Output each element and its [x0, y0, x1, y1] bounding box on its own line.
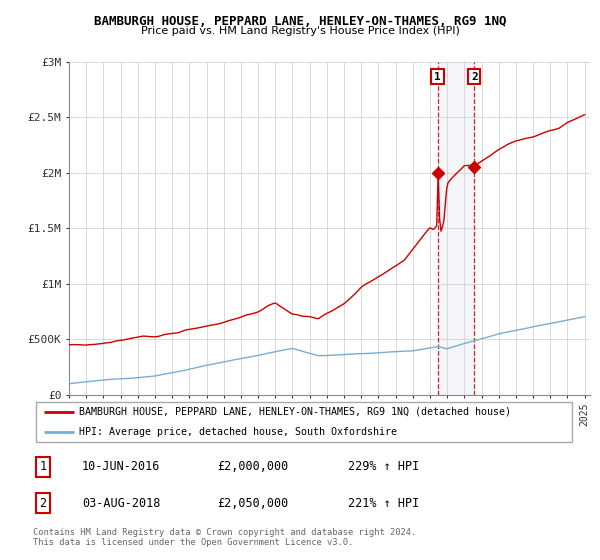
Text: BAMBURGH HOUSE, PEPPARD LANE, HENLEY-ON-THAMES, RG9 1NQ: BAMBURGH HOUSE, PEPPARD LANE, HENLEY-ON-…: [94, 15, 506, 28]
Text: 229% ↑ HPI: 229% ↑ HPI: [348, 460, 419, 473]
Text: £2,000,000: £2,000,000: [218, 460, 289, 473]
Text: 1: 1: [434, 72, 441, 82]
Text: Price paid vs. HM Land Registry's House Price Index (HPI): Price paid vs. HM Land Registry's House …: [140, 26, 460, 36]
Text: 2: 2: [471, 72, 478, 82]
Text: 10-JUN-2016: 10-JUN-2016: [82, 460, 160, 473]
FancyBboxPatch shape: [36, 402, 572, 442]
Text: 1: 1: [39, 460, 46, 473]
Text: 221% ↑ HPI: 221% ↑ HPI: [348, 497, 419, 510]
Text: £2,050,000: £2,050,000: [218, 497, 289, 510]
Text: HPI: Average price, detached house, South Oxfordshire: HPI: Average price, detached house, Sout…: [79, 427, 397, 437]
Bar: [437, 62, 474, 395]
Text: 2: 2: [39, 497, 46, 510]
Text: Contains HM Land Registry data © Crown copyright and database right 2024.
This d: Contains HM Land Registry data © Crown c…: [33, 528, 416, 547]
Text: BAMBURGH HOUSE, PEPPARD LANE, HENLEY-ON-THAMES, RG9 1NQ (detached house): BAMBURGH HOUSE, PEPPARD LANE, HENLEY-ON-…: [79, 407, 511, 417]
Text: 03-AUG-2018: 03-AUG-2018: [82, 497, 160, 510]
